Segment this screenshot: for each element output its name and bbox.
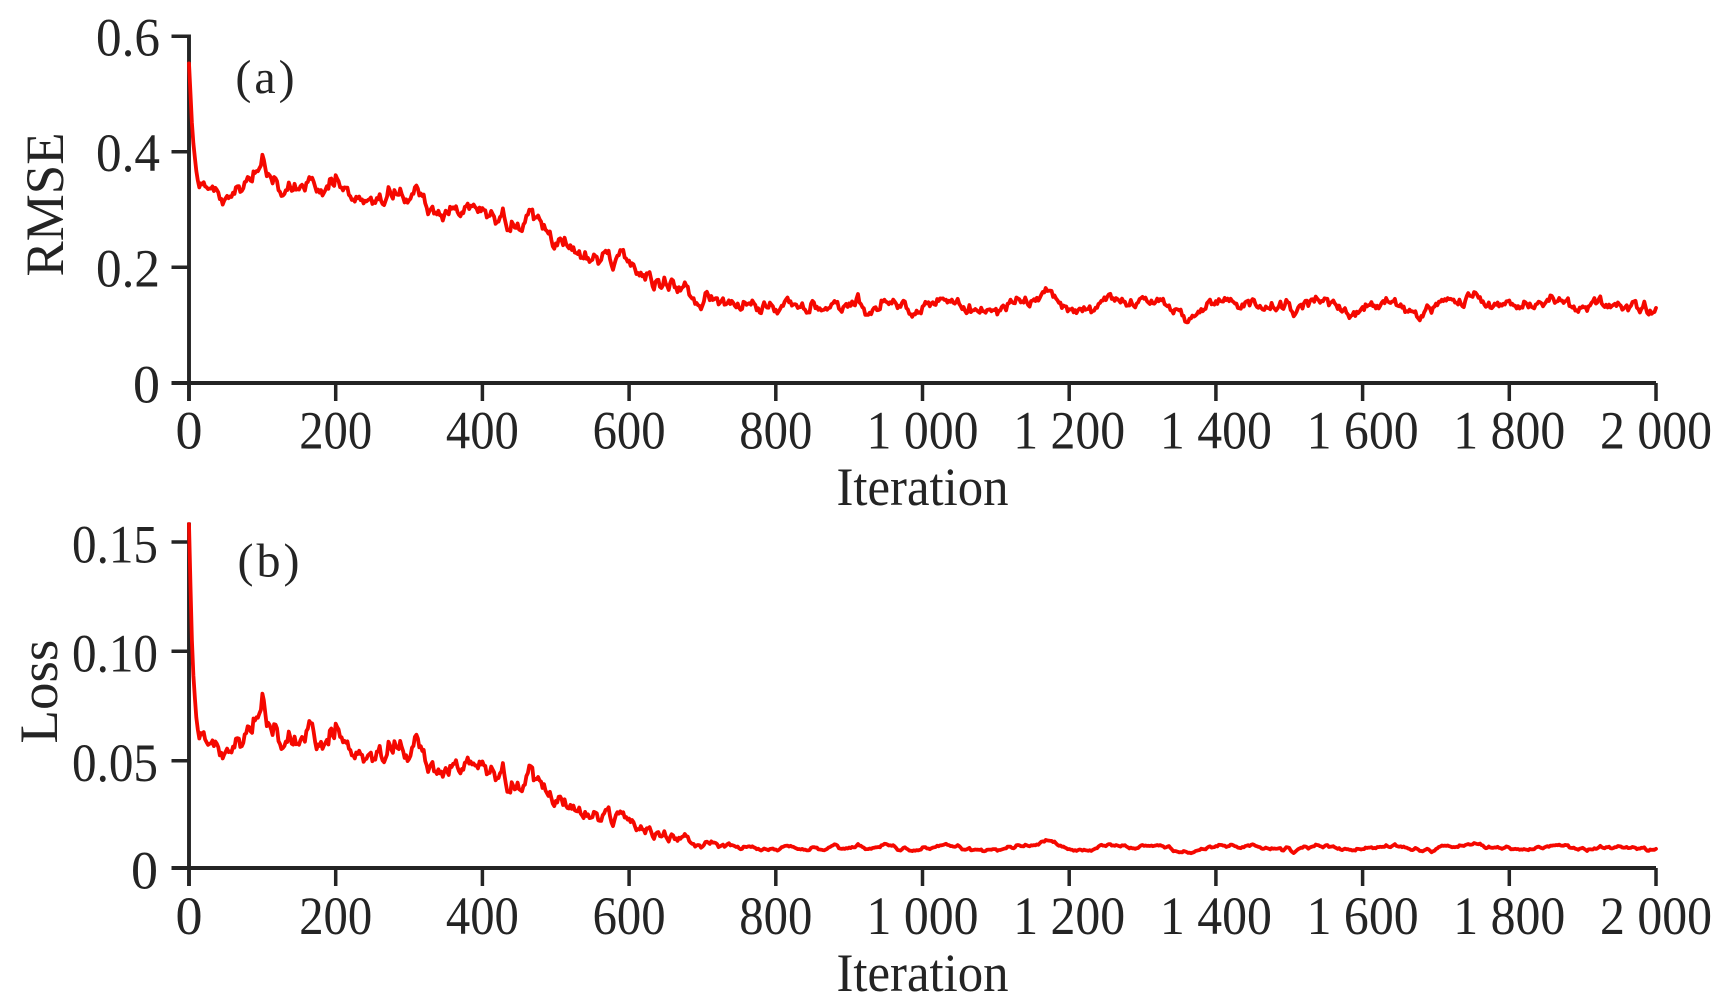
svg-text:Iteration: Iteration: [837, 457, 1009, 517]
svg-text:800: 800: [739, 401, 812, 461]
svg-text:2 000: 2 000: [1600, 401, 1712, 461]
svg-text:2 000: 2 000: [1600, 886, 1712, 946]
svg-text:Loss: Loss: [9, 640, 69, 744]
svg-text:0.6: 0.6: [96, 8, 160, 68]
svg-text:400: 400: [446, 886, 519, 946]
svg-text:0.10: 0.10: [72, 624, 158, 684]
svg-text:0: 0: [176, 886, 203, 946]
svg-text:0.15: 0.15: [72, 514, 158, 574]
svg-text:1 200: 1 200: [1013, 886, 1125, 946]
svg-text:1 000: 1 000: [867, 886, 979, 946]
svg-text:1 600: 1 600: [1307, 886, 1419, 946]
svg-text:0: 0: [133, 354, 160, 414]
svg-text:400: 400: [446, 401, 519, 461]
svg-text:1 000: 1 000: [867, 401, 979, 461]
svg-text:Iteration: Iteration: [837, 943, 1009, 1000]
svg-text:(b): (b): [238, 535, 303, 588]
svg-text:0.4: 0.4: [96, 123, 160, 183]
svg-text:800: 800: [739, 886, 812, 946]
svg-text:1 400: 1 400: [1160, 886, 1272, 946]
svg-text:1 200: 1 200: [1013, 401, 1125, 461]
svg-text:0.05: 0.05: [72, 733, 158, 793]
svg-text:1 800: 1 800: [1453, 886, 1565, 946]
svg-text:RMSE: RMSE: [15, 133, 75, 277]
svg-text:600: 600: [593, 401, 666, 461]
svg-text:0.2: 0.2: [96, 239, 160, 299]
svg-text:200: 200: [299, 401, 372, 461]
svg-text:(a): (a): [235, 51, 297, 104]
svg-text:1 600: 1 600: [1307, 401, 1419, 461]
svg-text:600: 600: [593, 886, 666, 946]
svg-text:200: 200: [299, 886, 372, 946]
svg-text:1 800: 1 800: [1453, 401, 1565, 461]
svg-text:0: 0: [131, 840, 158, 900]
svg-text:0: 0: [176, 401, 203, 461]
svg-text:1 400: 1 400: [1160, 401, 1272, 461]
